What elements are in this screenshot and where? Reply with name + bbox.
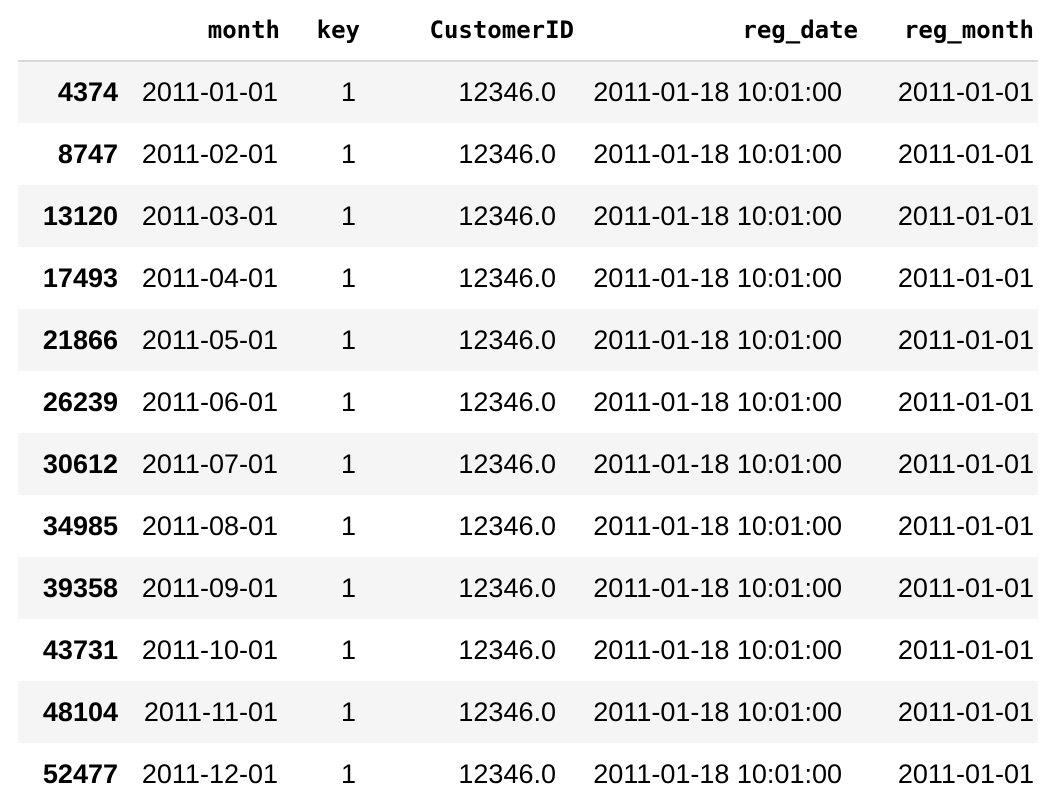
column-header-reg-month: reg_month <box>858 0 1038 62</box>
cell-customer-id: 12346.0 <box>458 324 556 355</box>
row-index: 39358 <box>42 572 118 603</box>
cell-key: 1 <box>340 510 356 541</box>
cell-reg-date: 2011-01-18 10:01:00 <box>593 696 842 727</box>
cell-reg-date: 2011-01-18 10:01:00 <box>593 262 842 293</box>
cell-reg-date: 2011-01-18 10:01:00 <box>593 324 842 355</box>
cell-customer-id: 12346.0 <box>458 138 556 169</box>
row-index: 52477 <box>42 758 118 789</box>
table-row: 34985 2011-08-01 1 12346.0 2011-01-18 10:01:… <box>18 495 1038 557</box>
column-header-month: month <box>118 0 298 62</box>
cell-reg-month: 2011-01-01 <box>897 510 1034 541</box>
cell-reg-month: 2011-01-01 <box>897 696 1034 727</box>
cell-month: 2011-08-01 <box>141 510 278 541</box>
cell-customer-id: 12346.0 <box>458 758 556 789</box>
cell-month: 2011-01-01 <box>141 77 278 107</box>
table-row: 26239 2011-06-01 1 12346.0 2011-01-18 10:01:… <box>18 371 1038 433</box>
table-row: 4374 2011-01-01 1 12346.0 2011-01-18 10:01:0… <box>18 61 1038 123</box>
cell-month: 2011-10-01 <box>141 634 278 665</box>
cell-key: 1 <box>340 758 356 789</box>
cell-reg-month: 2011-01-01 <box>897 138 1034 169</box>
cell-key: 1 <box>340 262 356 293</box>
row-index: 13120 <box>42 200 118 231</box>
table-row: 52477 2011-12-01 1 12346.0 2011-01-18 10:01:… <box>18 743 1038 805</box>
cell-reg-date: 2011-01-18 10:01:00 <box>593 510 842 541</box>
row-index: 34985 <box>42 510 118 541</box>
table-header: month key CustomerID reg_date reg_month <box>18 0 1038 62</box>
table-row: 48104 2011-11-01 1 12346.0 2011-01-18 10:01:… <box>18 681 1038 743</box>
cell-reg-date: 2011-01-18 10:01:00 <box>593 572 842 603</box>
cell-month: 2011-12-01 <box>141 758 278 789</box>
table-row: 13120 2011-03-01 1 12346.0 2011-01-18 10:01:… <box>18 185 1038 247</box>
cell-customer-id: 12346.0 <box>458 448 556 479</box>
table-row: 8747 2011-02-01 1 12346.0 2011-01-18 10:01:0… <box>18 123 1038 185</box>
cell-reg-month: 2011-01-01 <box>897 448 1034 479</box>
cell-key: 1 <box>340 138 356 169</box>
cell-reg-month: 2011-01-01 <box>897 634 1034 665</box>
table-row: 39358 2011-09-01 1 12346.0 2011-01-18 10:01:… <box>18 557 1038 619</box>
cell-reg-month: 2011-01-01 <box>897 77 1034 107</box>
table-row: 21866 2011-05-01 1 12346.0 2011-01-18 10:01:… <box>18 309 1038 371</box>
cell-customer-id: 12346.0 <box>458 572 556 603</box>
row-index: 26239 <box>42 386 118 417</box>
cell-reg-month: 2011-01-01 <box>897 572 1034 603</box>
cell-month: 2011-11-01 <box>143 696 278 727</box>
cell-customer-id: 12346.0 <box>458 510 556 541</box>
cell-reg-date: 2011-01-18 10:01:00 <box>593 386 842 417</box>
cell-reg-month: 2011-01-01 <box>897 324 1034 355</box>
cell-customer-id: 12346.0 <box>458 200 556 231</box>
row-index: 17493 <box>42 262 118 293</box>
cell-reg-month: 2011-01-01 <box>897 386 1034 417</box>
table-row: 30612 2011-07-01 1 12346.0 2011-01-18 10:01:… <box>18 433 1038 495</box>
cell-month: 2011-05-01 <box>141 324 278 355</box>
cell-key: 1 <box>340 386 356 417</box>
cell-customer-id: 12346.0 <box>458 262 556 293</box>
cell-customer-id: 12346.0 <box>458 386 556 417</box>
row-index: 8747 <box>57 138 118 169</box>
table-row: 17493 2011-04-01 1 12346.0 2011-01-18 10:01:… <box>18 247 1038 309</box>
cell-month: 2011-02-01 <box>141 138 278 169</box>
cell-customer-id: 12346.0 <box>458 634 556 665</box>
header-row: month key CustomerID reg_date reg_month <box>18 0 1038 62</box>
cell-month: 2011-07-01 <box>141 448 278 479</box>
cell-key: 1 <box>340 448 356 479</box>
table-body: 4374 2011-01-01 1 12346.0 2011-01-18 10:01:0… <box>18 61 1038 805</box>
row-index: 21866 <box>42 324 118 355</box>
dataframe-table: month key CustomerID reg_date reg_month … <box>18 0 1038 805</box>
row-index: 30612 <box>42 448 118 479</box>
row-index: 4374 <box>57 77 118 107</box>
cell-reg-date: 2011-01-18 10:01:00 <box>593 758 842 789</box>
column-header-reg-date: reg_date <box>574 0 858 62</box>
cell-month: 2011-06-01 <box>141 386 278 417</box>
cell-reg-date: 2011-01-18 10:01:00 <box>593 200 842 231</box>
cell-reg-date: 2011-01-18 10:01:00 <box>593 448 842 479</box>
cell-reg-date: 2011-01-18 10:01:00 <box>593 138 842 169</box>
table-row: 43731 2011-10-01 1 12346.0 2011-01-18 10:01:… <box>18 619 1038 681</box>
index-column-header <box>18 0 118 62</box>
cell-customer-id: 12346.0 <box>458 77 556 107</box>
cell-reg-month: 2011-01-01 <box>897 758 1034 789</box>
row-index: 43731 <box>42 634 118 665</box>
column-header-key: key <box>298 0 378 62</box>
dataframe-output: month key CustomerID reg_date reg_month … <box>18 0 1038 805</box>
cell-month: 2011-03-01 <box>141 200 278 231</box>
cell-month: 2011-09-01 <box>141 572 278 603</box>
cell-reg-date: 2011-01-18 10:01:00 <box>593 634 842 665</box>
cell-reg-date: 2011-01-18 10:01:00 <box>593 77 842 107</box>
cell-key: 1 <box>340 572 356 603</box>
cell-key: 1 <box>340 696 356 727</box>
cell-reg-month: 2011-01-01 <box>897 262 1034 293</box>
cell-reg-month: 2011-01-01 <box>897 200 1034 231</box>
row-index: 48104 <box>42 696 118 727</box>
cell-key: 1 <box>340 77 356 107</box>
column-header-customer-id: CustomerID <box>378 0 574 62</box>
cell-key: 1 <box>340 324 356 355</box>
cell-key: 1 <box>340 200 356 231</box>
cell-key: 1 <box>340 634 356 665</box>
cell-customer-id: 12346.0 <box>458 696 556 727</box>
cell-month: 2011-04-01 <box>141 262 278 293</box>
